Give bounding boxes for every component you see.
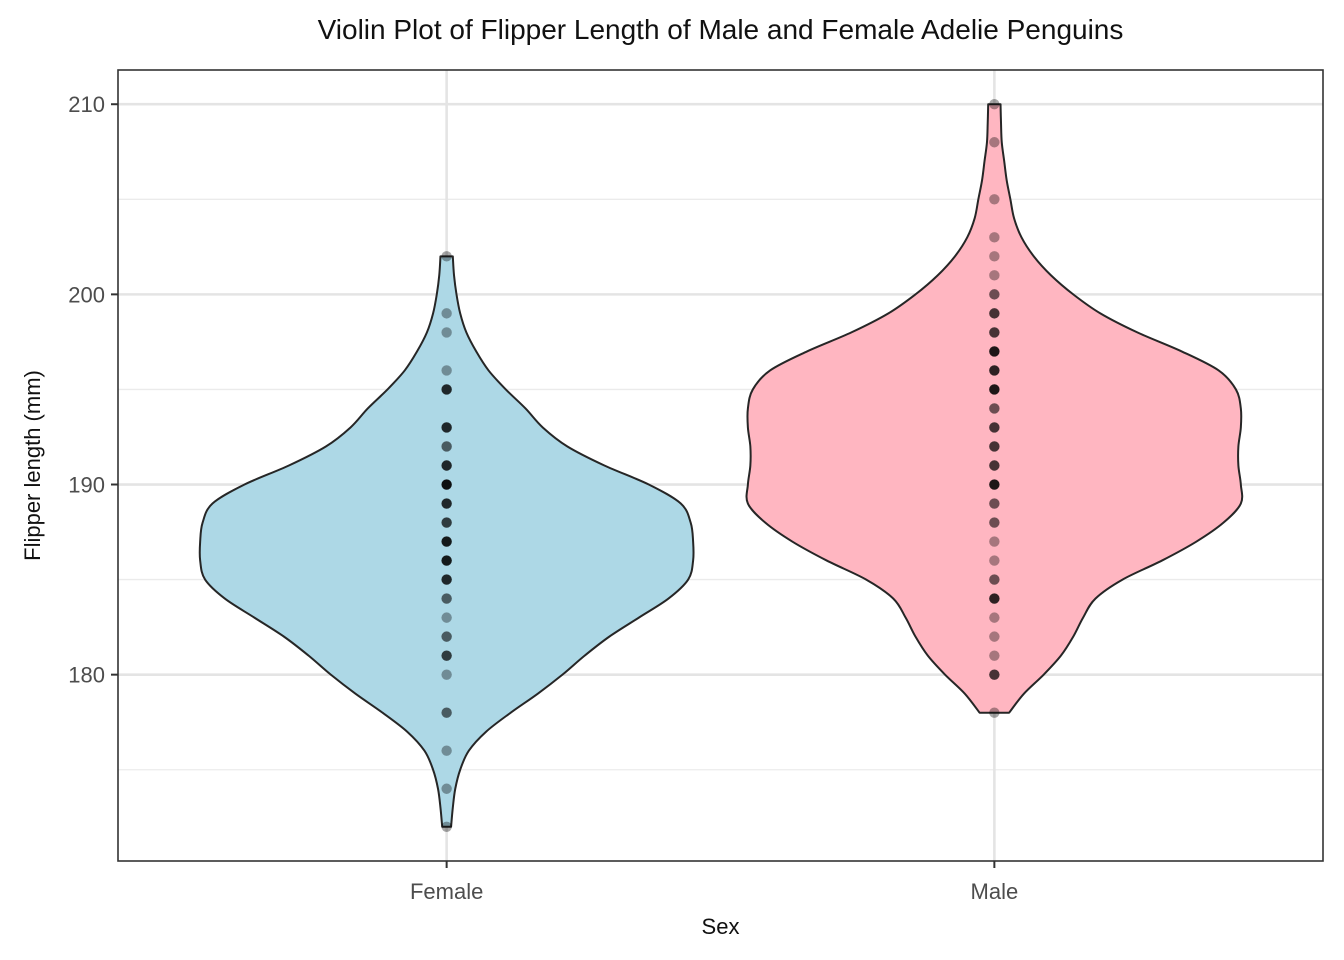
data-point-female xyxy=(441,555,452,566)
data-point-male xyxy=(989,403,1000,414)
data-point-male xyxy=(989,669,1000,680)
data-point-female xyxy=(441,593,452,604)
data-point-female xyxy=(441,327,452,338)
data-point-female xyxy=(441,783,452,794)
data-point-male xyxy=(989,422,1000,433)
data-point-male xyxy=(989,365,1000,376)
y-tick-label: 190 xyxy=(68,473,105,498)
data-point-male xyxy=(989,251,1000,262)
data-point-male xyxy=(989,479,1000,490)
data-point-female xyxy=(441,707,452,718)
data-point-male xyxy=(989,194,1000,205)
data-point-female xyxy=(441,536,452,547)
data-point-female xyxy=(441,308,452,319)
data-point-female xyxy=(441,460,452,471)
data-point-male xyxy=(989,99,1000,110)
y-axis-title: Flipper length (mm) xyxy=(20,370,45,561)
data-point-male xyxy=(989,270,1000,281)
data-point-male xyxy=(989,384,1000,395)
data-point-male xyxy=(989,327,1000,338)
data-point-female xyxy=(441,631,452,642)
data-point-female xyxy=(441,479,452,490)
data-point-male xyxy=(989,346,1000,357)
data-point-male xyxy=(989,574,1000,585)
data-point-female xyxy=(441,251,452,262)
data-point-male xyxy=(989,612,1000,623)
data-point-male xyxy=(989,460,1000,471)
data-point-male xyxy=(989,707,1000,718)
data-point-male xyxy=(989,631,1000,642)
data-point-male xyxy=(989,498,1000,509)
data-point-female xyxy=(441,669,452,680)
data-point-female xyxy=(441,441,452,452)
data-point-female xyxy=(441,422,452,433)
axes: 180 190 200 210 Female Male xyxy=(68,92,1018,904)
data-point-female xyxy=(441,517,452,528)
data-point-female xyxy=(441,498,452,509)
x-tick-label: Female xyxy=(410,879,483,904)
data-point-female xyxy=(441,745,452,756)
chart-title: Violin Plot of Flipper Length of Male an… xyxy=(317,14,1124,45)
violins xyxy=(198,103,1244,828)
data-point-male xyxy=(989,137,1000,148)
data-point-male xyxy=(989,555,1000,566)
x-tick-label: Male xyxy=(971,879,1019,904)
data-point-female xyxy=(441,821,452,832)
data-point-male xyxy=(989,441,1000,452)
y-tick-label: 200 xyxy=(68,282,105,307)
data-point-male xyxy=(989,650,1000,661)
data-point-female xyxy=(441,365,452,376)
plot-panel-border xyxy=(117,69,1324,862)
data-point-male xyxy=(989,232,1000,243)
y-tick-label: 210 xyxy=(68,92,105,117)
data-point-male xyxy=(989,593,1000,604)
data-point-male xyxy=(989,517,1000,528)
data-point-female xyxy=(441,574,452,585)
data-point-female xyxy=(441,650,452,661)
y-tick-label: 180 xyxy=(68,663,105,688)
data-point-male xyxy=(989,289,1000,300)
data-point-female xyxy=(441,612,452,623)
data-point-male xyxy=(989,308,1000,319)
data-point-female xyxy=(441,384,452,395)
data-point-male xyxy=(989,536,1000,547)
x-axis-title: Sex xyxy=(702,914,740,939)
data-points xyxy=(441,99,1000,832)
